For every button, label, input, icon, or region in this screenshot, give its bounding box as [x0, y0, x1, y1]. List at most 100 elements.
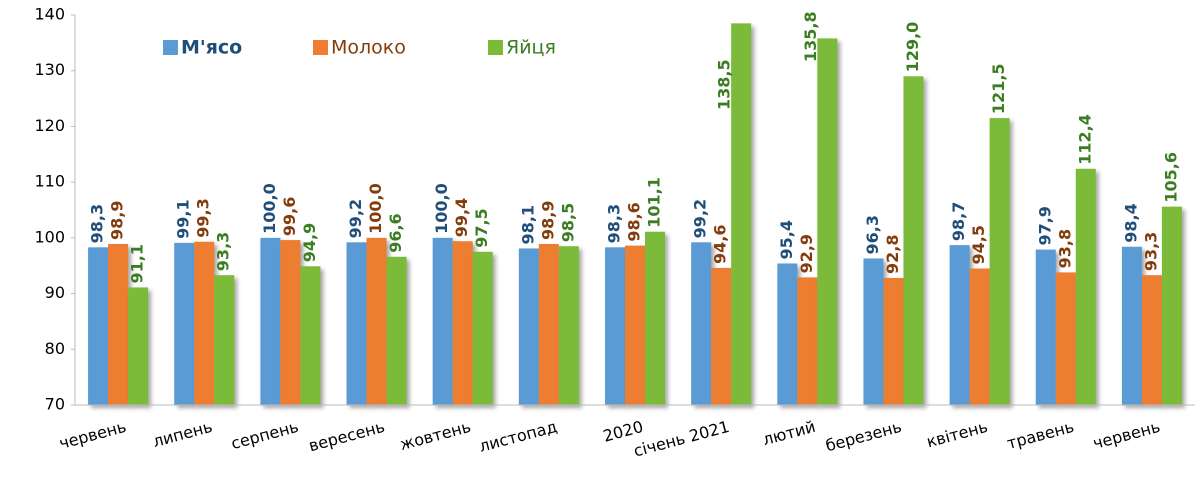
- bar: [625, 245, 645, 405]
- y-tick-label: 90: [45, 283, 65, 302]
- value-label: 98,1: [518, 205, 537, 244]
- bar: [969, 268, 990, 405]
- bar: [1055, 272, 1076, 405]
- legend-swatch: [313, 40, 328, 55]
- bar: [989, 118, 1010, 406]
- x-tick-label: квітень: [924, 417, 989, 452]
- value-label: 99,2: [691, 199, 710, 238]
- y-tick-label: 100: [34, 227, 65, 246]
- y-tick-label: 130: [34, 60, 65, 79]
- value-label: 91,1: [128, 244, 147, 283]
- x-tick-label: вересень: [307, 417, 387, 455]
- value-label: 135,8: [801, 11, 820, 62]
- x-tick-label: жовтень: [398, 417, 473, 454]
- bar: [194, 241, 215, 405]
- value-label: 94,6: [711, 224, 730, 263]
- bar: [386, 256, 407, 405]
- bar: [88, 247, 109, 405]
- value-label: 95,4: [777, 220, 796, 259]
- value-label: 129,0: [903, 22, 922, 73]
- value-label: 138,5: [715, 59, 734, 110]
- value-label: 98,7: [949, 202, 968, 241]
- y-tick-label: 80: [45, 339, 65, 358]
- bar: [797, 277, 818, 405]
- value-label: 94,9: [300, 223, 319, 262]
- bar: [108, 243, 129, 405]
- y-tick-label: 110: [34, 172, 65, 191]
- value-label: 99,6: [280, 197, 299, 236]
- bar: [346, 242, 367, 405]
- bar: [883, 277, 904, 405]
- value-label: 100,0: [366, 183, 385, 234]
- bar: [711, 267, 732, 405]
- value-label: 112,4: [1075, 114, 1094, 165]
- x-tick-label: лютий: [761, 417, 818, 449]
- value-label: 92,9: [797, 234, 816, 273]
- value-label: 100,0: [260, 183, 279, 234]
- bar: [300, 266, 321, 405]
- bar: [518, 248, 539, 405]
- bar: [432, 237, 453, 405]
- value-label: 98,9: [538, 201, 557, 240]
- bar: [1121, 246, 1142, 405]
- x-tick-label: серпень: [229, 417, 301, 453]
- value-label: 99,1: [174, 199, 193, 238]
- value-label: 92,8: [883, 234, 902, 273]
- x-tick-label: липень: [151, 417, 215, 451]
- bar: [538, 243, 559, 405]
- value-label: 93,3: [214, 232, 233, 271]
- bar: [280, 240, 301, 405]
- bar: [260, 237, 281, 405]
- value-label: 98,4: [1121, 203, 1140, 242]
- value-label: 93,8: [1055, 229, 1074, 268]
- value-label: 100,0: [432, 183, 451, 234]
- legend-label: М'ясо: [181, 37, 242, 59]
- value-label: 98,3: [88, 204, 107, 243]
- value-label: 99,2: [346, 199, 365, 238]
- bar: [1035, 249, 1056, 405]
- x-tick-label: травень: [1005, 417, 1076, 453]
- value-label: 93,3: [1141, 232, 1160, 271]
- value-label: 98,6: [625, 202, 644, 241]
- bar: [903, 76, 924, 406]
- x-tick-label: листопад: [477, 417, 559, 456]
- bar: [949, 245, 970, 405]
- value-label: 99,4: [452, 198, 471, 237]
- value-label: 94,5: [969, 225, 988, 264]
- value-label: 98,5: [558, 203, 577, 242]
- value-label: 98,3: [605, 204, 624, 243]
- value-label: 105,6: [1161, 152, 1180, 203]
- value-label: 121,5: [989, 63, 1008, 114]
- x-tick-label: червень: [1091, 417, 1162, 453]
- legend-swatch: [163, 40, 178, 55]
- bar: [605, 247, 625, 405]
- bar: [366, 237, 387, 405]
- legend-swatch: [488, 40, 503, 55]
- bar: [645, 231, 665, 405]
- bar: [558, 246, 579, 405]
- y-tick-label: 70: [45, 395, 65, 414]
- bar: [817, 38, 838, 406]
- bar: [863, 258, 884, 405]
- bar: [452, 241, 473, 405]
- bar: [1141, 275, 1162, 405]
- value-label: 96,6: [386, 213, 405, 252]
- bar: [472, 251, 493, 405]
- x-tick-label: березень: [823, 417, 903, 456]
- value-label: 96,3: [863, 215, 882, 254]
- value-label: 97,5: [472, 208, 491, 247]
- bar: [128, 287, 149, 405]
- y-tick-label: 120: [34, 116, 65, 135]
- bar: [777, 263, 798, 405]
- value-label: 97,9: [1035, 206, 1054, 245]
- bar: [1161, 206, 1182, 405]
- bar: [691, 242, 712, 405]
- value-label: 101,1: [645, 177, 664, 228]
- bar: [214, 275, 235, 405]
- x-tick-label: січень 2021: [632, 417, 732, 461]
- legend-label: Молоко: [331, 37, 406, 59]
- bar: [1075, 168, 1096, 405]
- legend-label: Яйця: [506, 37, 556, 59]
- value-label: 98,9: [108, 201, 127, 240]
